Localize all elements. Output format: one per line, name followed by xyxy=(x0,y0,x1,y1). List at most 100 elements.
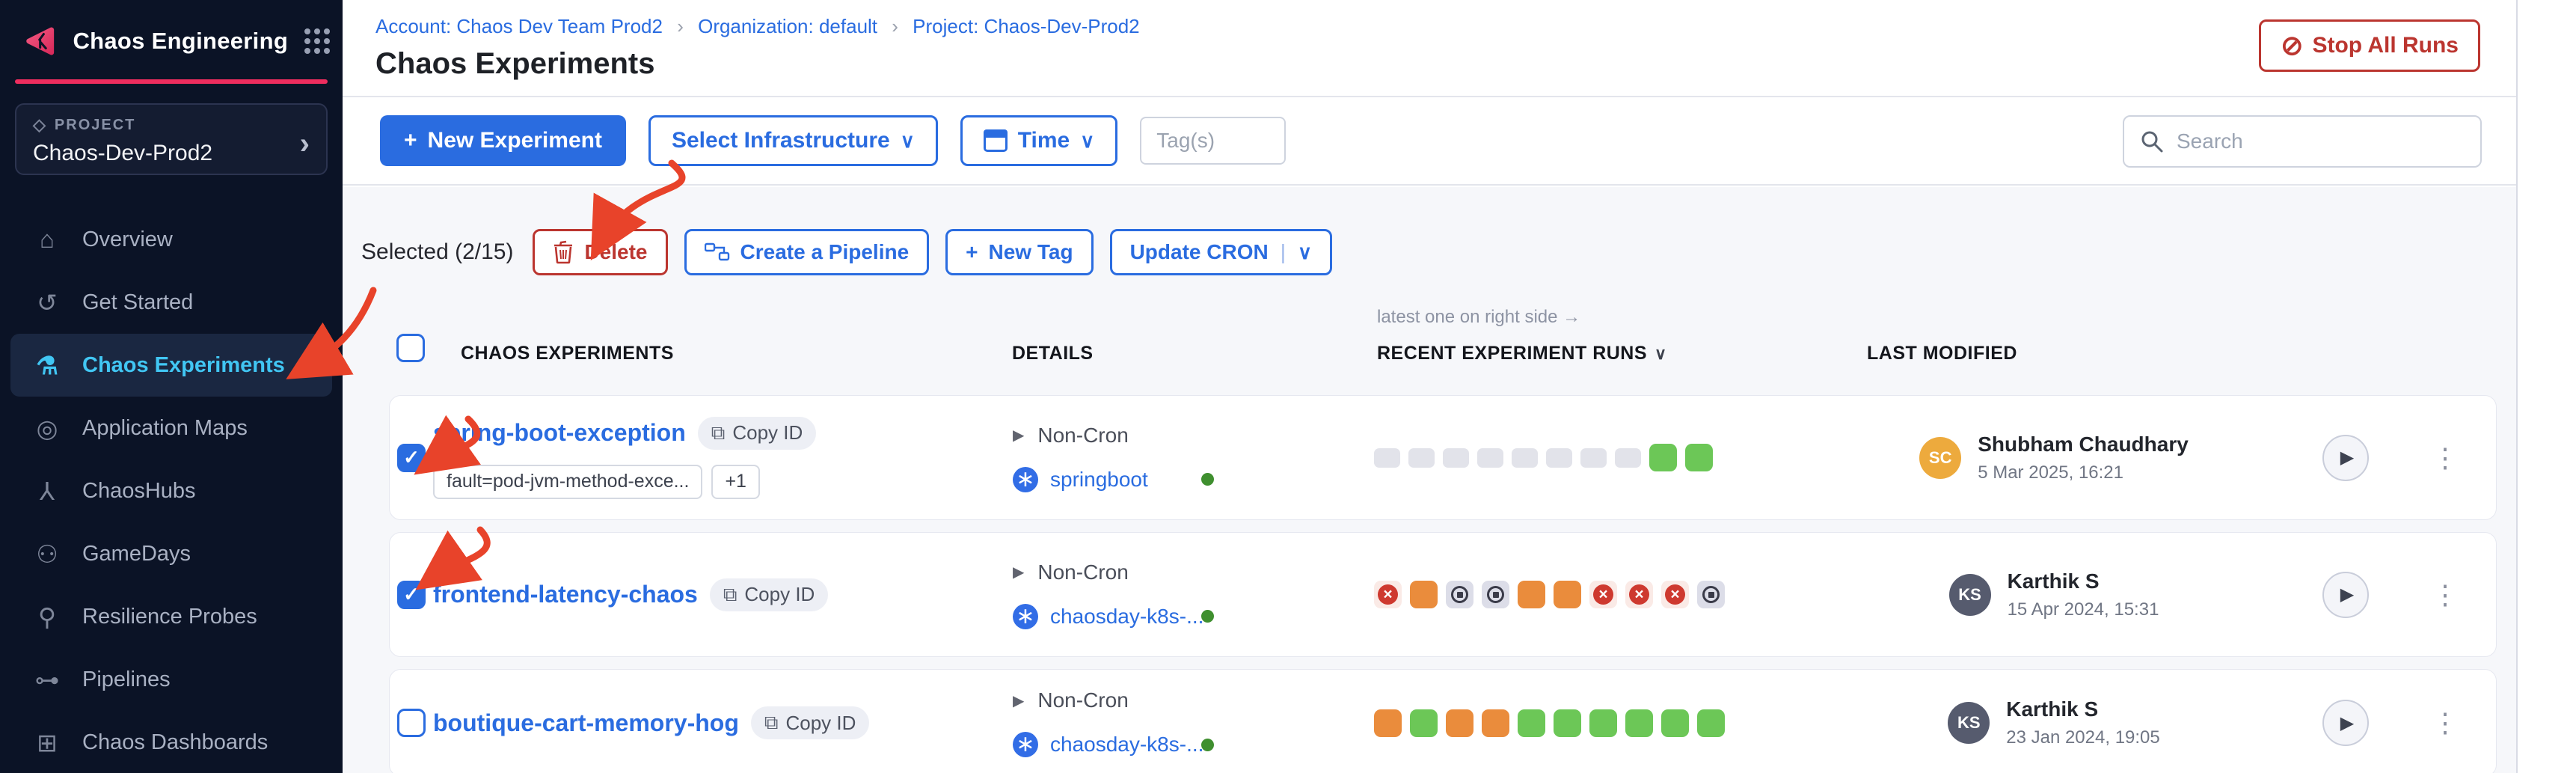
run-tile-running[interactable] xyxy=(1374,709,1402,737)
chaos-dashboards-icon: ⊞ xyxy=(37,728,58,757)
sidebar-item-chaos-experiments[interactable]: ⚗ Chaos Experiments xyxy=(10,334,332,397)
project-name: Chaos-Dev-Prod2 xyxy=(33,141,213,165)
tag-chip[interactable]: fault=pod-jvm-method-exce... xyxy=(433,464,703,499)
module-grid-icon[interactable] xyxy=(304,28,331,54)
stopped-icon xyxy=(1451,586,1468,603)
run-tile-running[interactable] xyxy=(1410,581,1438,608)
run-tile-passed[interactable] xyxy=(1625,709,1653,737)
failed-icon: × xyxy=(1593,584,1613,605)
delete-button[interactable]: Delete xyxy=(533,229,668,275)
sidebar-item-application-maps[interactable]: ◎ Application Maps xyxy=(0,397,343,459)
run-tile-running[interactable] xyxy=(1554,581,1581,608)
run-tile-passed[interactable] xyxy=(1589,709,1617,737)
run-tile-passed[interactable] xyxy=(1518,709,1545,737)
run-tile-running[interactable] xyxy=(1482,709,1509,737)
trash-icon xyxy=(554,240,573,264)
copy-id-button[interactable]: ⧉ Copy ID xyxy=(697,416,817,450)
recent-runs-strip xyxy=(1374,670,1725,773)
run-tile-passed[interactable] xyxy=(1685,444,1713,471)
run-tile-passed[interactable] xyxy=(1554,709,1581,737)
table-row: ✓ boutique-cart-memory-hog ⧉ Copy ID ▶ N… xyxy=(389,669,2497,773)
experiment-name-link[interactable]: boutique-cart-memory-hog xyxy=(433,709,739,736)
row-menu-button[interactable]: ⋮ xyxy=(2432,578,2459,610)
sidebar: Chaos Engineering ◇ PROJECT Chaos-Dev-Pr… xyxy=(0,0,343,773)
modified-date: 23 Jan 2024, 19:05 xyxy=(2006,727,2160,748)
run-tile-failed[interactable]: × xyxy=(1589,581,1617,608)
row-checkbox[interactable]: ✓ xyxy=(397,580,426,609)
experiment-name-link[interactable]: spring-boot-exception xyxy=(433,419,686,446)
sidebar-item-gamedays[interactable]: ⚇ GameDays xyxy=(0,522,343,585)
run-tile-passed[interactable] xyxy=(1649,444,1677,471)
sidebar-item-chaoshubs[interactable]: ⅄ ChaosHubs xyxy=(0,459,343,522)
project-selector[interactable]: ◇ PROJECT Chaos-Dev-Prod2 › xyxy=(15,103,328,175)
run-tile-stopped[interactable] xyxy=(1697,581,1725,608)
run-experiment-button[interactable]: ▶ xyxy=(2322,700,2369,746)
new-tag-button[interactable]: + New Tag xyxy=(945,229,1094,275)
select-all-checkbox[interactable]: ✓ xyxy=(396,334,425,362)
sidebar-item-chaos-dashboards[interactable]: ⊞ Chaos Dashboards xyxy=(0,711,343,773)
infrastructure-link[interactable]: chaosday-k8s-... xyxy=(1050,604,1204,628)
expand-caret-icon: ▶ xyxy=(1013,427,1025,444)
experiment-name-link[interactable]: frontend-latency-chaos xyxy=(433,581,698,608)
run-tile-stopped[interactable] xyxy=(1482,581,1509,608)
run-tile-failed[interactable]: × xyxy=(1661,581,1689,608)
run-tile-none xyxy=(1512,447,1538,468)
infrastructure-link[interactable]: springboot xyxy=(1050,467,1148,491)
run-tile-running[interactable] xyxy=(1446,709,1473,737)
overview-icon: ⌂ xyxy=(40,225,55,253)
run-experiment-button[interactable]: ▶ xyxy=(2322,571,2369,618)
new-experiment-button[interactable]: + New Experiment xyxy=(380,115,626,166)
breadcrumb-org-link[interactable]: Organization: default xyxy=(698,15,878,37)
breadcrumb-account-link[interactable]: Account: Chaos Dev Team Prod2 xyxy=(375,15,663,37)
sidebar-item-overview[interactable]: ⌂ Overview xyxy=(0,208,343,271)
modified-date: 15 Apr 2024, 15:31 xyxy=(2007,599,2159,620)
sidebar-item-pipelines[interactable]: ⊶ Pipelines xyxy=(0,648,343,711)
breadcrumb-project-link[interactable]: Project: Chaos-Dev-Prod2 xyxy=(913,15,1140,37)
cron-type[interactable]: ▶ Non-Cron xyxy=(1013,560,1129,584)
col-header-modified: LAST MODIFIED xyxy=(1867,343,2017,364)
cron-type[interactable]: ▶ Non-Cron xyxy=(1013,423,1129,447)
row-checkbox[interactable]: ✓ xyxy=(397,709,426,737)
search-box xyxy=(2123,115,2482,168)
avatar: KS xyxy=(1948,702,1990,744)
run-tile-running[interactable] xyxy=(1518,581,1545,608)
search-input[interactable] xyxy=(2177,129,2465,153)
sidebar-item-resilience-probes[interactable]: ⚲ Resilience Probes xyxy=(0,585,343,648)
sidebar-item-get-started[interactable]: ↺ Get Started xyxy=(0,271,343,334)
run-tile-failed[interactable]: × xyxy=(1374,581,1402,608)
run-experiment-button[interactable]: ▶ xyxy=(2322,434,2369,481)
sidebar-item-label: Chaos Dashboards xyxy=(82,730,269,754)
tags-filter-input[interactable] xyxy=(1140,117,1287,165)
breadcrumb-sep-icon: › xyxy=(677,15,684,37)
infrastructure-link[interactable]: chaosday-k8s-... xyxy=(1050,733,1204,756)
run-tile-passed[interactable] xyxy=(1661,709,1689,737)
select-infrastructure-dropdown[interactable]: Select Infrastructure ∨ xyxy=(648,115,938,166)
tag-list: fault=pod-jvm-method-exce... +1 xyxy=(433,464,987,499)
run-tile-passed[interactable] xyxy=(1410,709,1438,737)
run-tile-none xyxy=(1477,447,1503,468)
stop-all-runs-button[interactable]: ⊘ Stop All Runs xyxy=(2259,19,2480,72)
row-menu-button[interactable]: ⋮ xyxy=(2432,707,2459,738)
copy-id-button[interactable]: ⧉ Copy ID xyxy=(750,706,870,739)
breadcrumb: Account: Chaos Dev Team Prod2 › Organiza… xyxy=(375,15,2516,38)
sidebar-item-label: Pipelines xyxy=(82,667,171,691)
copy-id-button[interactable]: ⧉ Copy ID xyxy=(709,578,829,611)
chevron-down-icon: ∨ xyxy=(1655,344,1667,363)
run-tile-passed[interactable] xyxy=(1697,709,1725,737)
col-header-runs[interactable]: RECENT EXPERIMENT RUNS ∨ xyxy=(1377,343,1667,364)
failed-icon: × xyxy=(1665,584,1685,605)
cron-type[interactable]: ▶ Non-Cron xyxy=(1013,688,1129,712)
row-checkbox[interactable]: ✓ xyxy=(397,443,426,472)
run-tile-stopped[interactable] xyxy=(1446,581,1473,608)
tag-chip[interactable]: +1 xyxy=(711,464,760,499)
run-tile-none xyxy=(1580,447,1607,468)
update-cron-split-button[interactable]: Update CRON | ∨ xyxy=(1109,229,1333,275)
resilience-probes-icon: ⚲ xyxy=(37,602,57,631)
row-menu-button[interactable]: ⋮ xyxy=(2432,442,2459,473)
copy-icon: ⧉ xyxy=(723,582,737,605)
time-filter-dropdown[interactable]: Time ∨ xyxy=(960,115,1118,166)
infra-status-dot xyxy=(1201,738,1214,751)
run-tile-failed[interactable]: × xyxy=(1625,581,1653,608)
sidebar-item-label: Overview xyxy=(82,227,173,251)
create-pipeline-button[interactable]: Create a Pipeline xyxy=(684,229,930,275)
